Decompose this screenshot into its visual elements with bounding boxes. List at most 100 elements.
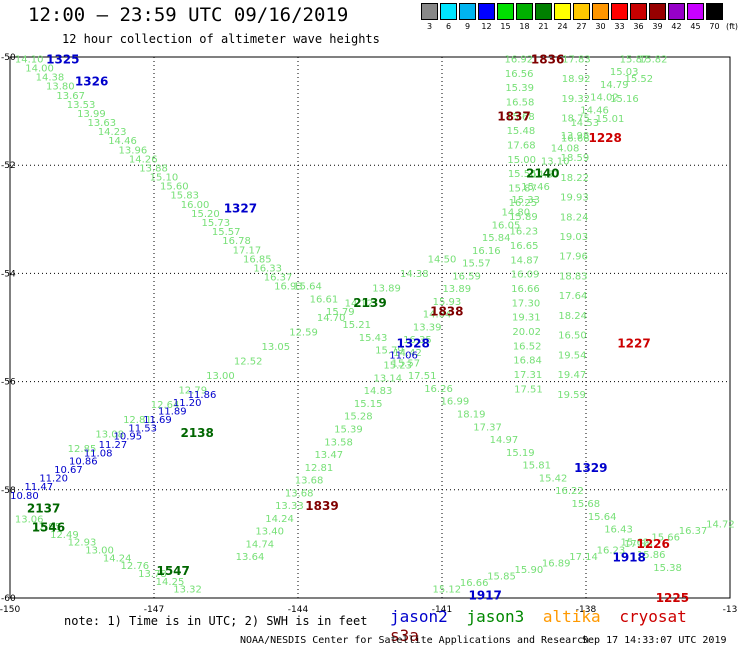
swh-value: 16.92	[504, 54, 533, 65]
swh-value: 17.31	[514, 370, 543, 381]
pass-time-label: 1918	[612, 550, 645, 564]
swh-value: 14.08	[551, 144, 580, 155]
scale-swatch	[668, 3, 685, 20]
swh-value: 16.66	[511, 284, 540, 295]
swh-value: 13.89	[372, 284, 401, 295]
swh-value: 12.49	[50, 530, 79, 541]
swh-value: 16.52	[513, 341, 542, 352]
swh-value: 19.59	[557, 390, 586, 401]
swh-value: 15.23	[383, 361, 412, 372]
pass-time-label: 2139	[353, 296, 386, 310]
pass-time-label: 2140	[526, 166, 559, 180]
pass-time-label: 1546	[32, 521, 65, 535]
scale-swatch	[440, 3, 457, 20]
swh-value: 13.88	[139, 163, 168, 174]
swh-value: 13.53	[67, 100, 96, 111]
swh-value: 13.10	[541, 157, 570, 168]
swh-value: 13.06	[15, 514, 44, 525]
swh-value: 14.87	[510, 255, 539, 266]
swh-value: 19.32	[562, 94, 591, 105]
swh-value: 17.64	[559, 291, 588, 302]
swh-value: 15.15	[354, 399, 383, 410]
swh-value: 16.89	[542, 559, 571, 570]
swh-value: 16.26	[424, 384, 453, 395]
swh-value: 16.23	[509, 227, 538, 238]
pass-time-label: 1837	[497, 110, 530, 124]
swh-value: 15.68	[506, 112, 535, 123]
swh-value: 14.42	[393, 348, 422, 359]
swh-value: 15.39	[334, 425, 363, 436]
pass-time-label: 1226	[636, 537, 669, 551]
swh-value: 14.57	[531, 169, 560, 180]
pass-time-label: 1328	[396, 337, 429, 351]
swh-value: 16.35	[403, 335, 432, 346]
swh-value: 16.93	[274, 282, 303, 293]
swh-value: 16.56	[505, 69, 534, 80]
swh-value: 16.37	[264, 273, 293, 284]
pass-time-label: 1327	[224, 201, 257, 215]
swh-value: 15.19	[506, 448, 535, 459]
swh-value: 15.56	[508, 169, 537, 180]
swh-value: 13.96	[119, 145, 148, 156]
swh-value: 14.79	[600, 80, 629, 91]
swh-value: 14.04	[423, 310, 452, 321]
scale-label: 42	[671, 22, 682, 31]
pass-time-label: 1547	[156, 564, 189, 578]
swh-value: 15.68	[571, 499, 600, 510]
swh-value: 13.89	[442, 284, 471, 295]
pass-time-label: 1329	[574, 461, 607, 475]
scale-label: 6	[445, 22, 452, 31]
pass-time-label: 1228	[588, 131, 621, 145]
swh-value: 16.09	[511, 270, 540, 281]
swh-value: 16.66	[460, 578, 489, 589]
scale-swatch	[459, 3, 476, 20]
swh-value: 11.53	[128, 423, 157, 434]
scale-swatch	[478, 3, 495, 20]
pass-time-label: 2137	[27, 502, 60, 516]
swh-value: 15.64	[588, 512, 617, 523]
swh-value: 12.64	[151, 400, 180, 411]
swh-value: 15.85	[487, 572, 516, 583]
scale-swatch	[611, 3, 628, 20]
swh-value: 14.23	[98, 127, 127, 138]
swh-value: 16.78	[222, 236, 251, 247]
swh-value: 16.37	[679, 526, 708, 537]
swh-value: 13.14	[374, 373, 403, 384]
scale-swatch	[630, 3, 647, 20]
swh-value: 11.27	[99, 440, 128, 451]
swh-value: 14.83	[364, 386, 393, 397]
swh-value: 10.67	[54, 465, 83, 476]
swh-value: 13.67	[56, 91, 85, 102]
legend-cryosat: cryosat	[619, 607, 687, 626]
pass-time-label: 10.80	[10, 491, 39, 502]
scale-swatch	[592, 3, 609, 20]
swh-value: 15.48	[507, 126, 536, 137]
swh-value: 13.68	[285, 488, 314, 499]
swh-value: 18.22	[560, 173, 589, 184]
swh-value: 13.08	[95, 429, 124, 440]
swh-value: 13.00	[85, 546, 114, 557]
scale-label: 30	[595, 22, 606, 31]
lon-tick-label: -150	[0, 605, 20, 615]
swh-value: 12.81	[123, 415, 152, 426]
swh-value: 16.99	[441, 397, 470, 408]
swh-value: 15.83	[170, 191, 199, 202]
swh-value: 19.93	[560, 193, 589, 204]
swh-value: 11.08	[84, 448, 113, 459]
swh-value: 15.87	[620, 54, 649, 65]
pass-time-label: 1839	[305, 499, 338, 513]
swh-value: 17.30	[512, 298, 541, 309]
swh-value: 13.64	[236, 552, 265, 563]
scale-unit: (ft)	[725, 22, 739, 31]
swh-value: 15.62	[621, 537, 650, 548]
swh-value: 16.58	[506, 97, 535, 108]
swh-value: 15.12	[432, 585, 461, 596]
swh-value: 15.10	[150, 173, 179, 184]
swh-value: 15.73	[202, 218, 231, 229]
swh-value: 18.59	[561, 153, 590, 164]
scale-swatch	[497, 3, 514, 20]
swh-value: 19.31	[512, 313, 541, 324]
lon-tick-label: -147	[144, 605, 164, 615]
swh-value: 15.00	[507, 155, 536, 166]
swh-value: 13.39	[413, 322, 442, 333]
